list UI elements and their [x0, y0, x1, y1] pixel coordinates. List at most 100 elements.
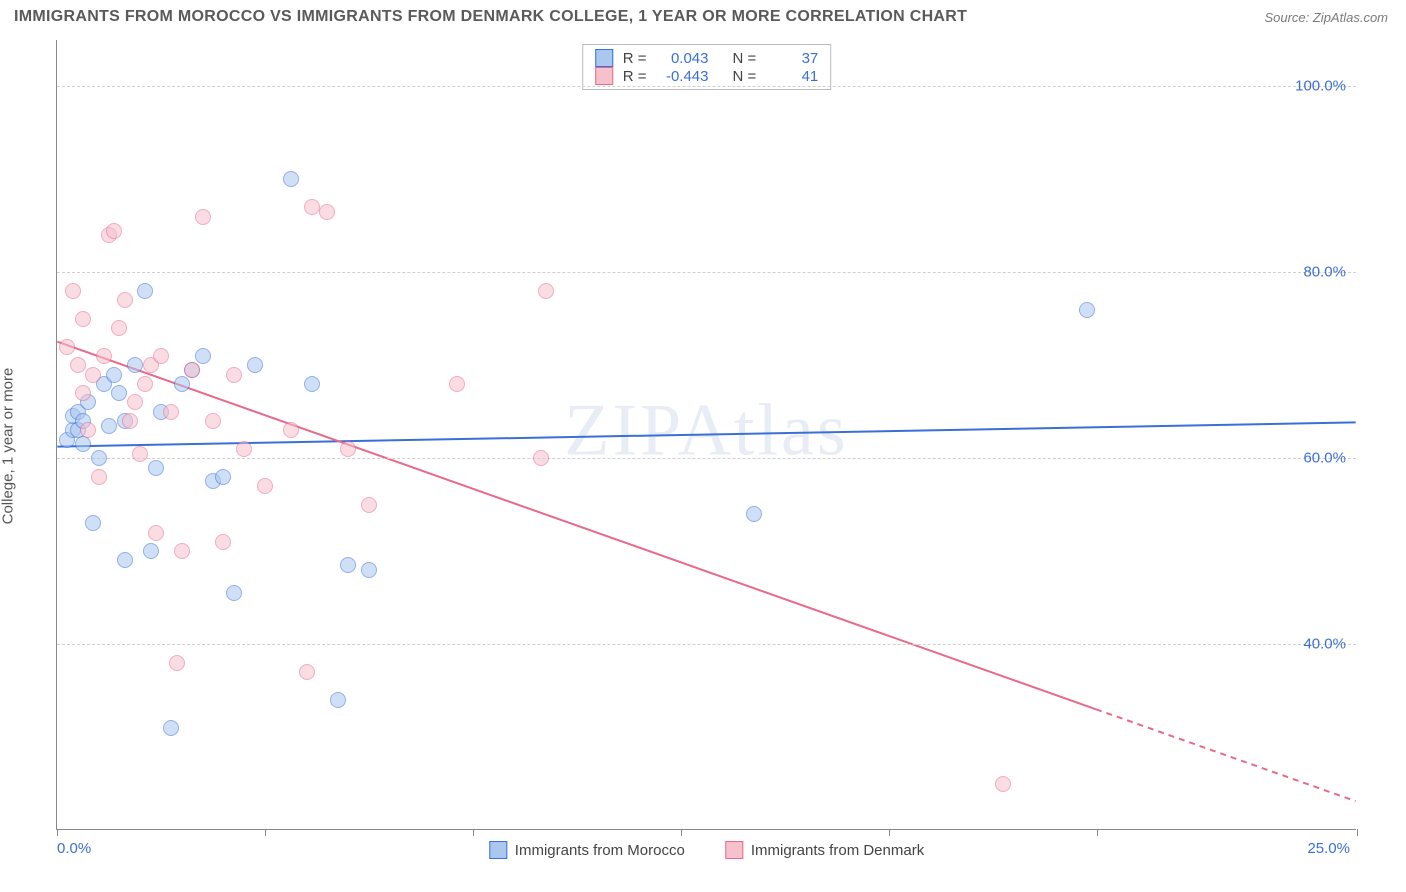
gridline: [57, 644, 1356, 645]
n-value: 37: [766, 50, 818, 67]
data-point: [236, 441, 252, 457]
data-point: [169, 655, 185, 671]
data-point: [215, 469, 231, 485]
y-tick-label: 100.0%: [1295, 78, 1346, 95]
data-point: [174, 543, 190, 559]
data-point: [746, 506, 762, 522]
data-point: [195, 348, 211, 364]
data-point: [319, 204, 335, 220]
r-label: R =: [623, 50, 647, 67]
correlation-legend: R = 0.043 N = 37 R = -0.443 N = 41: [582, 44, 832, 90]
data-point: [148, 460, 164, 476]
series-name: Immigrants from Denmark: [751, 842, 924, 859]
data-point: [117, 552, 133, 568]
gridline: [57, 458, 1356, 459]
data-point: [91, 450, 107, 466]
data-point: [85, 515, 101, 531]
x-tick: [1097, 829, 1098, 836]
data-point: [80, 422, 96, 438]
data-point: [75, 436, 91, 452]
data-point: [137, 376, 153, 392]
data-point: [1079, 302, 1095, 318]
legend-swatch: [725, 841, 743, 859]
source-attribution: Source: ZipAtlas.com: [1264, 10, 1388, 25]
data-point: [304, 199, 320, 215]
data-point: [283, 422, 299, 438]
data-point: [153, 348, 169, 364]
data-point: [127, 394, 143, 410]
y-axis-title: College, 1 year or more: [0, 368, 17, 525]
x-tick: [265, 829, 266, 836]
data-point: [215, 534, 231, 550]
data-point: [70, 357, 86, 373]
data-point: [184, 362, 200, 378]
data-point: [226, 585, 242, 601]
data-point: [340, 557, 356, 573]
x-tick: [57, 829, 58, 836]
data-point: [122, 413, 138, 429]
data-point: [137, 283, 153, 299]
data-point: [449, 376, 465, 392]
series-name: Immigrants from Morocco: [515, 842, 685, 859]
y-tick-label: 80.0%: [1303, 264, 1346, 281]
data-point: [174, 376, 190, 392]
n-value: 41: [766, 68, 818, 85]
data-point: [106, 367, 122, 383]
data-point: [257, 478, 273, 494]
data-point: [127, 357, 143, 373]
n-label: N =: [733, 68, 757, 85]
data-point: [247, 357, 263, 373]
data-point: [143, 543, 159, 559]
legend-swatch: [595, 49, 613, 67]
legend-swatch: [489, 841, 507, 859]
data-point: [101, 418, 117, 434]
data-point: [533, 450, 549, 466]
watermark-text: ZIPAtlas: [564, 388, 848, 473]
trend-lines-layer: [57, 40, 1356, 829]
y-tick-label: 60.0%: [1303, 450, 1346, 467]
chart-title: IMMIGRANTS FROM MOROCCO VS IMMIGRANTS FR…: [14, 8, 967, 26]
data-point: [65, 283, 81, 299]
data-point: [299, 664, 315, 680]
data-point: [148, 525, 164, 541]
r-label: R =: [623, 68, 647, 85]
data-point: [96, 348, 112, 364]
gridline: [57, 86, 1356, 87]
r-value: -0.443: [657, 68, 709, 85]
data-point: [538, 283, 554, 299]
series-legend-item: Immigrants from Denmark: [725, 841, 924, 859]
data-point: [117, 292, 133, 308]
x-tick: [1357, 829, 1358, 836]
data-point: [226, 367, 242, 383]
data-point: [111, 385, 127, 401]
x-axis-min-label: 0.0%: [57, 840, 91, 857]
x-tick: [889, 829, 890, 836]
data-point: [995, 776, 1011, 792]
x-tick: [681, 829, 682, 836]
plot-area: ZIPAtlas R =0.043N =37R =-0.443N =41 Imm…: [56, 40, 1356, 830]
data-point: [163, 404, 179, 420]
data-point: [195, 209, 211, 225]
data-point: [361, 497, 377, 513]
series-legend: Immigrants from Morocco Immigrants from D…: [489, 841, 924, 859]
data-point: [75, 385, 91, 401]
data-point: [283, 171, 299, 187]
gridline: [57, 272, 1356, 273]
data-point: [85, 367, 101, 383]
data-point: [75, 311, 91, 327]
legend-row: R = 0.043 N = 37: [595, 49, 819, 67]
legend-row: R = -0.443 N = 41: [595, 67, 819, 85]
y-tick-label: 40.0%: [1303, 636, 1346, 653]
x-tick: [473, 829, 474, 836]
legend-swatch: [595, 67, 613, 85]
r-value: 0.043: [657, 50, 709, 67]
data-point: [304, 376, 320, 392]
data-point: [361, 562, 377, 578]
data-point: [330, 692, 346, 708]
data-point: [91, 469, 107, 485]
data-point: [106, 223, 122, 239]
n-label: N =: [733, 50, 757, 67]
data-point: [205, 413, 221, 429]
data-point: [132, 446, 148, 462]
x-axis-max-label: 25.0%: [1307, 840, 1350, 857]
